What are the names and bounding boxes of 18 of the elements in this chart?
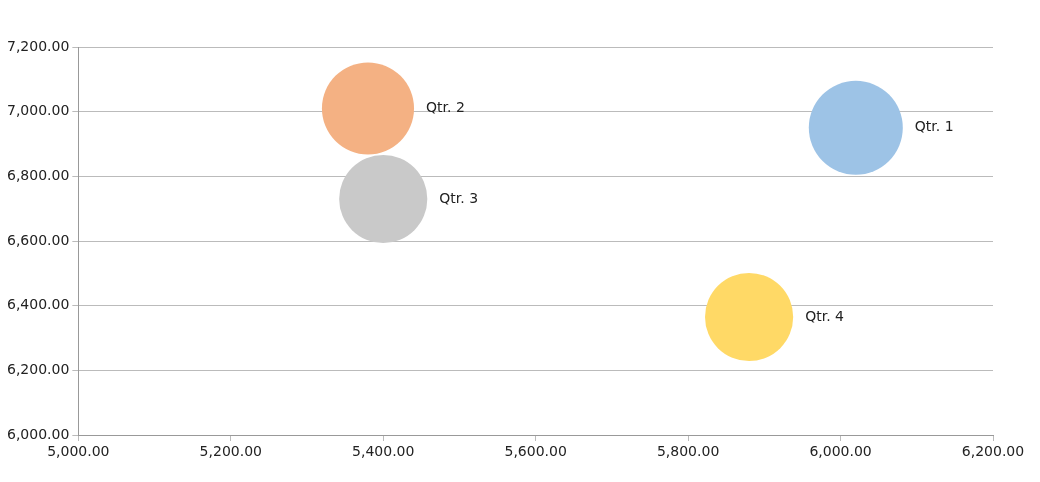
series-label: Qtr. 3 <box>439 189 479 206</box>
x-tick-label: 5,800.00 <box>656 443 720 460</box>
x-tick-label: 6,000.00 <box>809 443 872 460</box>
y-tick-label: 6,400.00 <box>7 296 70 313</box>
x-tick-label: 5,000.00 <box>47 443 110 460</box>
series-label: Qtr. 2 <box>426 99 465 116</box>
y-tick-label: 7,000.00 <box>7 102 70 119</box>
x-tick-label: 6,200.00 <box>961 443 1025 460</box>
y-tick-label: 6,000.00 <box>7 425 70 442</box>
y-tick-label: 6,200.00 <box>7 360 70 377</box>
y-tick-label: 6,600.00 <box>7 231 70 248</box>
series-label: Qtr. 1 <box>914 118 954 135</box>
x-tick-label: 5,400.00 <box>352 443 415 460</box>
x-tick-label: 5,200.00 <box>199 443 262 460</box>
y-tick-label: 6,800.00 <box>7 166 70 183</box>
x-tick-label: 5,600.00 <box>504 443 567 460</box>
y-tick-label: 7,200.00 <box>7 37 70 54</box>
series-label: Qtr. 4 <box>805 307 845 324</box>
